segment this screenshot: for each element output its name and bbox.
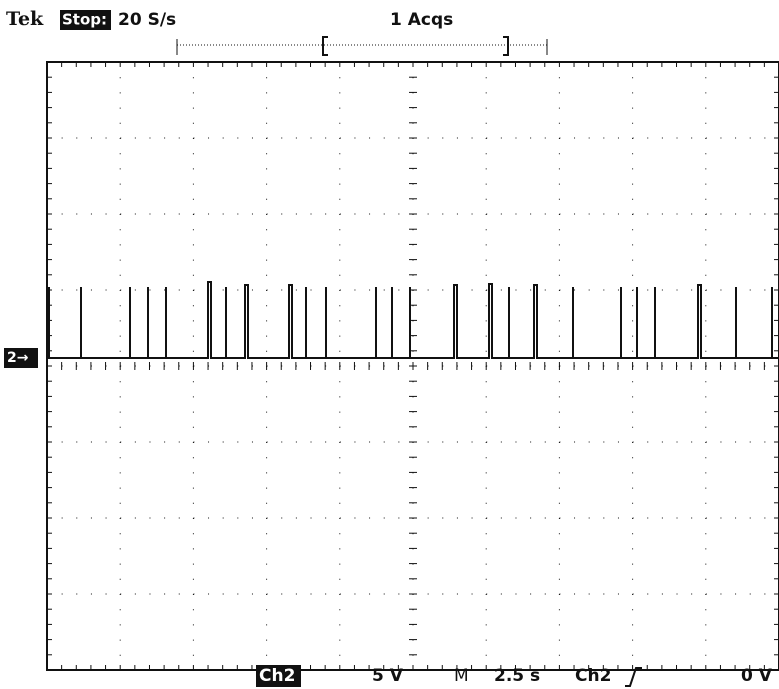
trigger-level: 0 V xyxy=(741,666,773,686)
sample-rate: 20 S/s xyxy=(118,10,176,30)
waveform xyxy=(47,281,778,359)
channel-marker: 2→ xyxy=(7,350,29,366)
mode: M xyxy=(454,666,469,686)
trigger-slope-icon xyxy=(625,667,642,687)
record-bracket xyxy=(176,36,548,56)
time-per-div: 2.5 s xyxy=(494,666,540,686)
status-box xyxy=(60,10,111,30)
channel-marker-box xyxy=(4,348,38,368)
volts-per-div: 5 V xyxy=(372,666,404,686)
channel-box xyxy=(256,665,301,687)
channel: Ch2 xyxy=(259,666,295,686)
brand: Tek xyxy=(6,8,44,30)
graticule xyxy=(46,61,779,671)
screen-border xyxy=(46,61,779,671)
status: Stop: xyxy=(62,11,107,29)
trigger-source: Ch2 xyxy=(575,666,611,686)
acquisitions: 1 Acqs xyxy=(390,10,453,30)
